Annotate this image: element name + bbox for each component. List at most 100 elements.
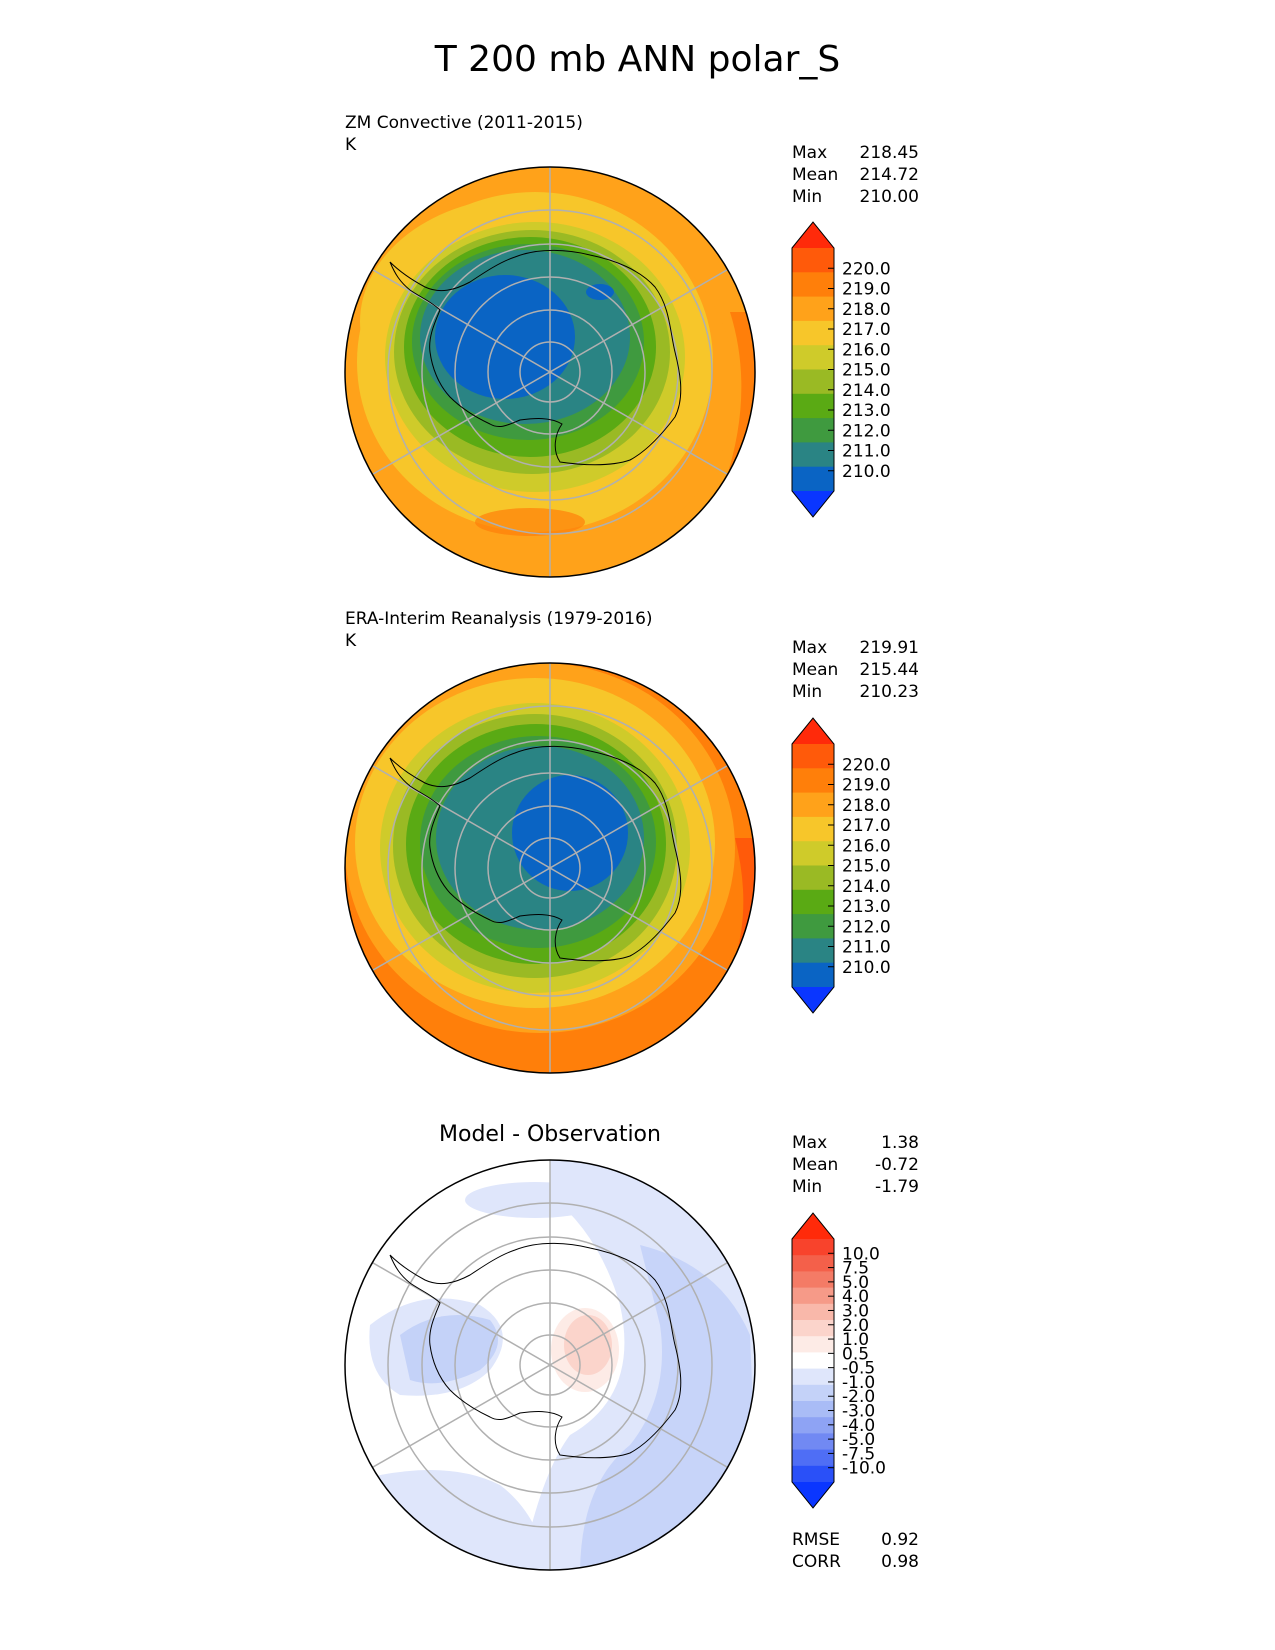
colorbar-band — [792, 418, 834, 443]
colorbar-tick-label: 0.5 — [842, 1344, 869, 1364]
colorbar-band — [792, 442, 834, 468]
colorbar-tick-label: 214.0 — [842, 381, 891, 401]
colorbar-band — [792, 1449, 834, 1467]
colorbar-tick-label: -10.0 — [842, 1459, 886, 1479]
panel-ref-polar-map — [344, 662, 756, 1074]
colorbar-band — [792, 1401, 834, 1418]
colorbar-outline — [791, 221, 835, 518]
colorbar-tick-label: 218.0 — [842, 796, 891, 816]
stat-max-label: Max — [792, 1133, 828, 1153]
stat-max-value: 1.38 — [881, 1133, 919, 1153]
colorbar-band — [792, 889, 834, 915]
colorbar-tick-label: -3.0 — [842, 1402, 875, 1422]
colorbar-tick-label: 211.0 — [842, 442, 891, 462]
colorbar-tick-label: 212.0 — [842, 917, 891, 937]
colorbar-tick-label: 10.0 — [842, 1244, 880, 1264]
graticule — [345, 1160, 755, 1570]
colorbar-band — [792, 1239, 834, 1256]
colorbar-tick-label: 7.5 — [842, 1259, 869, 1279]
contour-band — [435, 275, 575, 399]
colorbar-tick-label: 1.0 — [842, 1330, 869, 1350]
colorbar-band — [792, 816, 834, 842]
colorbar-tick-label: 212.0 — [842, 421, 891, 441]
colorbar-tick-label: -1.0 — [842, 1373, 875, 1393]
colorbar-band — [792, 320, 834, 346]
map-boundary — [344, 1159, 756, 1571]
colorbar-tick-label: 210.0 — [842, 958, 891, 978]
colorbar-tick-label: 213.0 — [842, 897, 891, 917]
stat-min-label: Min — [792, 682, 823, 702]
stat-mean-label: Mean — [792, 1155, 839, 1175]
stat-max-label: Max — [792, 638, 828, 658]
map-boundary — [344, 166, 756, 578]
colorbar-tick-label: 4.0 — [842, 1287, 869, 1307]
colorbar-tick-label: 218.0 — [842, 300, 891, 320]
colorbar-band — [792, 248, 834, 273]
colorbar-band — [792, 296, 834, 322]
colorbar-extension-max — [792, 718, 834, 744]
coastline — [389, 1242, 682, 1459]
colorbar-band — [792, 1287, 834, 1305]
colorbar-tick-label: 219.0 — [842, 776, 891, 796]
metric-rmse-value: 0.92 — [881, 1530, 919, 1550]
colorbar-tick-label: -7.5 — [842, 1444, 875, 1464]
colorbar-extension-max — [792, 1213, 834, 1239]
stat-min-label: Min — [792, 1177, 823, 1197]
colorbar-band — [792, 1368, 834, 1386]
colorbar-extension-max — [792, 222, 834, 248]
coastline — [389, 745, 682, 962]
colorbar-band — [792, 466, 834, 492]
colorbar-band — [792, 914, 834, 939]
colorbar-tick-label: 213.0 — [842, 401, 891, 421]
colorbar-band — [792, 1352, 834, 1370]
stat-min-value: -1.79 — [875, 1177, 919, 1197]
panel-ref-units: K — [345, 631, 357, 651]
colorbar-band — [792, 1336, 834, 1353]
colorbar-tick-label: 217.0 — [842, 320, 891, 340]
colorbar-band — [792, 865, 834, 891]
colorbar-extension-min — [792, 491, 834, 517]
colorbar-tick-label: -4.0 — [842, 1416, 875, 1436]
colorbar-extension-min — [792, 987, 834, 1013]
stat-mean-value: 215.44 — [859, 660, 919, 680]
panel-diff-polar-map — [344, 1159, 756, 1571]
colorbar-tick-label: 215.0 — [842, 857, 891, 877]
colorbar-tick-label: 220.0 — [842, 755, 891, 775]
colorbar-tick-label: 217.0 — [842, 816, 891, 836]
colorbar-tick-label: 2.0 — [842, 1316, 869, 1336]
colorbar-tick-label: 5.0 — [842, 1273, 869, 1293]
colorbar-tick-label: -2.0 — [842, 1387, 875, 1407]
coastline — [389, 249, 682, 466]
stat-mean-value: -0.72 — [875, 1155, 919, 1175]
colorbar-band — [792, 1384, 834, 1402]
graticule — [345, 663, 755, 1073]
colorbar-tick-label: 3.0 — [842, 1301, 869, 1321]
colorbar-tick-label: -0.5 — [842, 1359, 875, 1379]
colorbar-tick-label: 216.0 — [842, 340, 891, 360]
contour-band — [475, 508, 585, 536]
panel-ref-title: ERA-Interim Reanalysis (1979-2016) — [345, 609, 653, 629]
colorbar-tick-label: 210.0 — [842, 462, 891, 482]
colorbar-outline — [791, 717, 835, 1014]
colorbar-band — [792, 345, 834, 371]
colorbar-band — [792, 841, 834, 867]
colorbar-tick-label: 216.0 — [842, 836, 891, 856]
panel-test-title: ZM Convective (2011-2015) — [345, 113, 583, 133]
stat-mean-label: Mean — [792, 660, 839, 680]
colorbar-band — [792, 938, 834, 964]
colorbar-band — [792, 792, 834, 818]
contour-band — [564, 1315, 612, 1375]
panel-test-polar-map — [344, 166, 756, 578]
colorbar-band — [792, 369, 834, 395]
colorbar-tick-label: 211.0 — [842, 938, 891, 958]
colorbar-extension-min — [792, 1482, 834, 1508]
colorbar-tick-label: 219.0 — [842, 280, 891, 300]
map-boundary — [344, 662, 756, 1074]
colorbar-tick-label: 220.0 — [842, 259, 891, 279]
stat-mean-value: 214.72 — [859, 165, 919, 185]
stat-max-value: 218.45 — [859, 143, 919, 163]
figure-title: T 200 mb ANN polar_S — [434, 39, 841, 80]
colorbar-outline — [791, 1212, 835, 1509]
